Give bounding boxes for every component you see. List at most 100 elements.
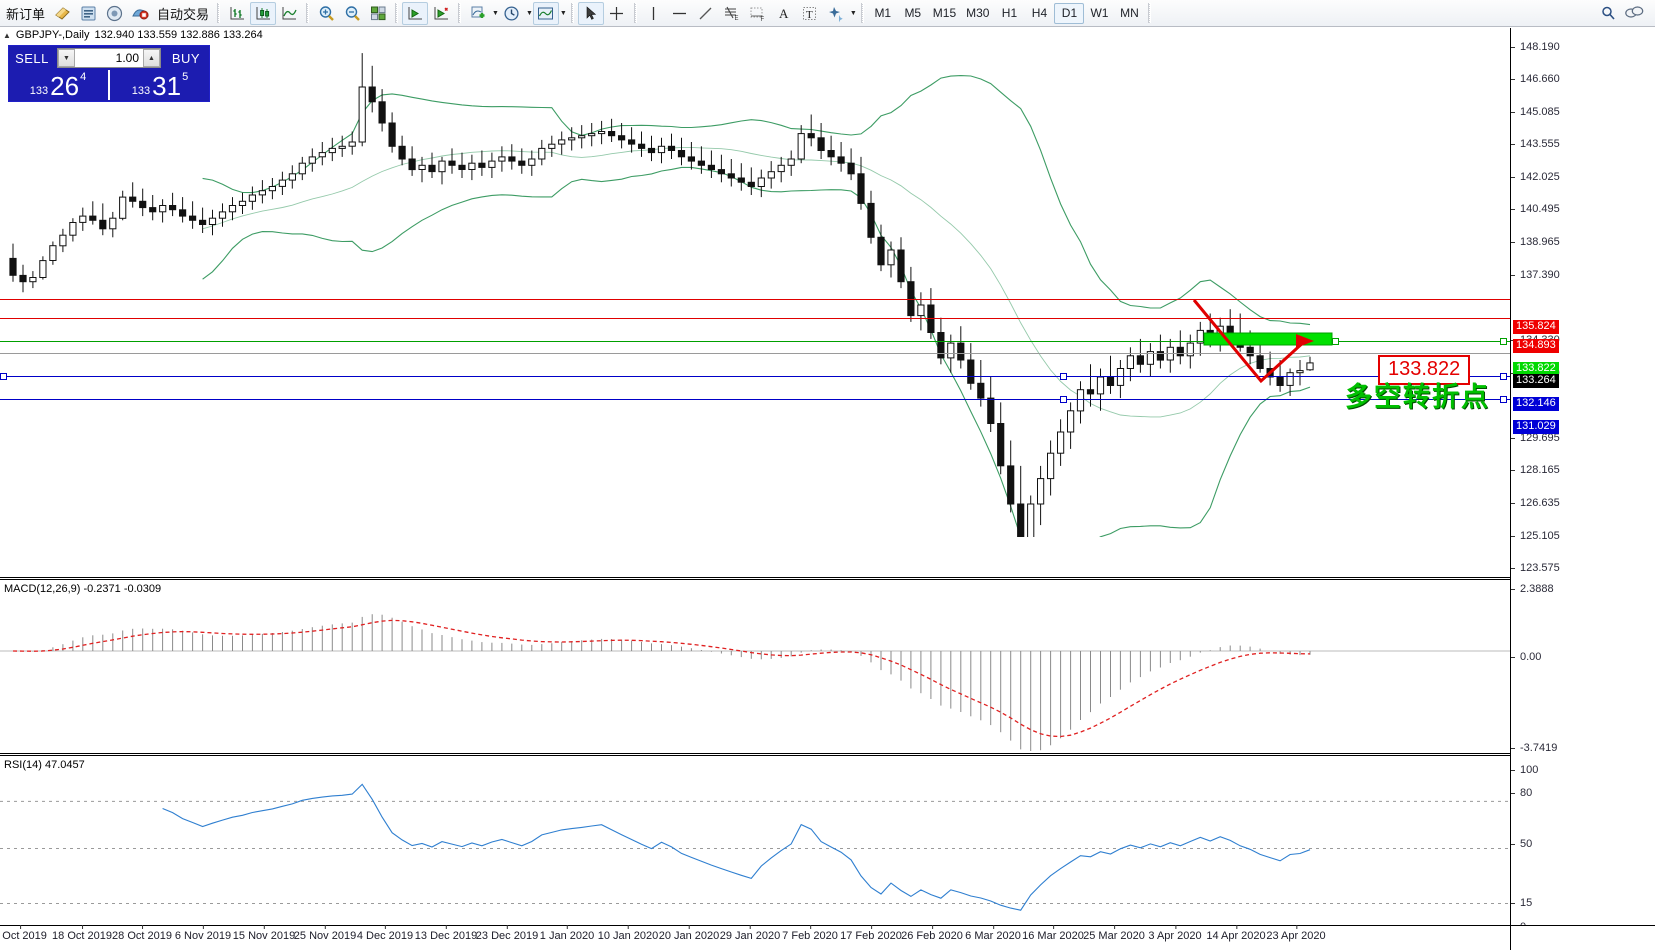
date-axis-label: 20 Jan 2020 (658, 925, 720, 942)
sell-price-display[interactable]: 133 26 4 (10, 70, 106, 100)
autotrading-button[interactable]: 自动交易 (157, 6, 210, 22)
axis-corner-fill (1510, 925, 1655, 950)
auto-scroll-icon[interactable] (428, 2, 454, 25)
fibonacci-icon[interactable]: E (719, 2, 745, 25)
cursor-icon[interactable] (577, 1, 604, 25)
chat-icon[interactable] (1621, 2, 1647, 25)
scale-tick: 143.555 (1511, 138, 1560, 150)
sell-button[interactable]: SELL (15, 50, 49, 66)
timeframe-m30[interactable]: M30 (966, 6, 990, 20)
timeframe-h1[interactable]: H1 (1001, 6, 1018, 20)
handle-131-029-left[interactable] (1060, 396, 1067, 403)
scale-tick: 137.390 (1511, 269, 1560, 281)
scale-tick: 125.105 (1511, 530, 1560, 542)
volume-increase-button[interactable]: ▲ (143, 49, 160, 67)
autotrading-icon[interactable] (127, 2, 153, 25)
date-axis-label: 7 Feb 2020 (782, 925, 838, 942)
zoom-out-icon[interactable] (339, 2, 365, 25)
text-icon[interactable]: A (771, 2, 797, 25)
scale-tick: 123.575 (1511, 562, 1560, 574)
toolbar-separator (395, 3, 399, 23)
sell-price-main: 26 (50, 71, 80, 101)
search-icon[interactable] (1595, 2, 1621, 25)
text-label-icon[interactable]: T (797, 2, 823, 25)
scale-price-tag[interactable]: 135.824 (1513, 320, 1559, 334)
scale-price-tag[interactable]: 132.146 (1513, 397, 1559, 411)
date-axis-label: 23 Dec 2019 (475, 925, 539, 942)
buy-price-prefix: 133 (131, 85, 151, 97)
price-callout-label: 133.822 (1378, 355, 1471, 385)
trendline-icon[interactable] (693, 2, 719, 25)
scale-price-tag[interactable]: 134.893 (1513, 339, 1559, 353)
equidistant-channel-icon[interactable]: F (745, 2, 771, 25)
volume-decrease-button[interactable]: ▼ (58, 49, 75, 67)
indicators-icon[interactable] (465, 2, 491, 25)
macd-indicator-pane[interactable] (0, 581, 1510, 751)
handle-133-822[interactable] (1332, 338, 1339, 345)
crosshair-icon[interactable] (604, 2, 630, 25)
date-axis-label: 25 Mar 2020 (1083, 925, 1145, 942)
chart-shift-icon[interactable] (402, 1, 429, 25)
handle-132-146-left[interactable] (1060, 373, 1067, 380)
level-line-131-029[interactable] (0, 399, 1510, 400)
vertical-line-icon[interactable] (641, 2, 667, 25)
level-line-135-824[interactable] (0, 299, 1510, 300)
horizontal-line-icon[interactable] (667, 2, 693, 25)
navigator-icon[interactable] (101, 2, 127, 25)
timeframe-m15[interactable]: M15 (932, 6, 957, 20)
expert-advisors-icon[interactable] (49, 2, 75, 25)
tile-windows-icon[interactable] (365, 2, 391, 25)
price-chart-pane[interactable] (0, 42, 1510, 537)
scale-tick: 100 (1511, 764, 1538, 776)
volume-input[interactable]: ▼ 1.00 ▲ (57, 48, 161, 68)
timeframe-m5[interactable]: M5 (904, 6, 922, 20)
toolbar-separator (1148, 3, 1152, 23)
toolbar-separator (633, 3, 637, 23)
date-axis-label: 26 Feb 2020 (901, 925, 963, 942)
handle-132-146-right[interactable] (1500, 373, 1507, 380)
rsi-indicator-pane[interactable] (0, 757, 1510, 925)
indicators-dropdown-arrow[interactable]: ▼ (492, 9, 499, 17)
new-order-button[interactable]: 新订单 (6, 6, 46, 22)
templates-dropdown-arrow[interactable]: ▼ (559, 9, 567, 17)
bar-chart-icon[interactable] (224, 2, 250, 25)
timeframe-d1[interactable]: D1 (1054, 2, 1085, 24)
buy-button[interactable]: BUY (171, 50, 201, 66)
timeframe-m1[interactable]: M1 (874, 6, 892, 20)
handle-132-146-origin[interactable] (0, 373, 7, 380)
price-scale[interactable]: 148.190 146.660 145.085 143.555 142.025 140.4… (1510, 28, 1655, 933)
date-axis-label: 29 Jan 2020 (719, 925, 781, 942)
scale-price-tag[interactable]: 131.029 (1513, 420, 1559, 434)
date-axis-label: 28 Oct 2019 (112, 925, 172, 942)
handle-133-822-right[interactable] (1500, 338, 1507, 345)
volume-value[interactable]: 1.00 (115, 51, 139, 65)
chart-symbol-header: ▲ GBPJPY-,Daily 132.940 133.559 132.886 … (0, 28, 1510, 42)
scale-price-tag[interactable]: 133.822 (1513, 362, 1559, 376)
date-axis-label: 14 Apr 2020 (1206, 925, 1266, 942)
data-window-icon[interactable] (75, 2, 101, 25)
level-line-132-146[interactable] (0, 376, 1510, 377)
period-icon[interactable] (499, 2, 525, 25)
line-chart-icon[interactable] (276, 2, 302, 25)
timeframe-w1[interactable]: W1 (1090, 6, 1109, 20)
price-macd-divider[interactable] (0, 577, 1510, 580)
timeframe-h4[interactable]: H4 (1031, 6, 1048, 20)
macd-rsi-divider[interactable] (0, 753, 1510, 756)
templates-icon[interactable] (532, 1, 559, 25)
period-dropdown-arrow[interactable]: ▼ (525, 9, 533, 17)
zoom-in-icon[interactable] (313, 2, 339, 25)
date-axis-label: 15 Nov 2019 (232, 925, 296, 942)
collapse-triangle-icon[interactable]: ▲ (3, 30, 11, 40)
shapes-icon[interactable] (823, 2, 849, 25)
handle-131-029-right[interactable] (1500, 396, 1507, 403)
timeframe-mn[interactable]: MN (1120, 6, 1139, 20)
one-click-trading-panel[interactable]: SELL ▼ 1.00 ▲ BUY 133 26 4 133 31 5 (8, 45, 210, 102)
candlestick-chart-icon[interactable] (250, 1, 277, 25)
shapes-dropdown-arrow[interactable]: ▼ (849, 9, 857, 17)
scale-price-tag[interactable]: 133.264 (1513, 374, 1559, 388)
buy-price-display[interactable]: 133 31 5 (112, 70, 208, 100)
level-line-134-893[interactable] (0, 318, 1510, 319)
level-line-133-822[interactable] (0, 341, 1510, 342)
rsi-canvas (0, 783, 1510, 911)
